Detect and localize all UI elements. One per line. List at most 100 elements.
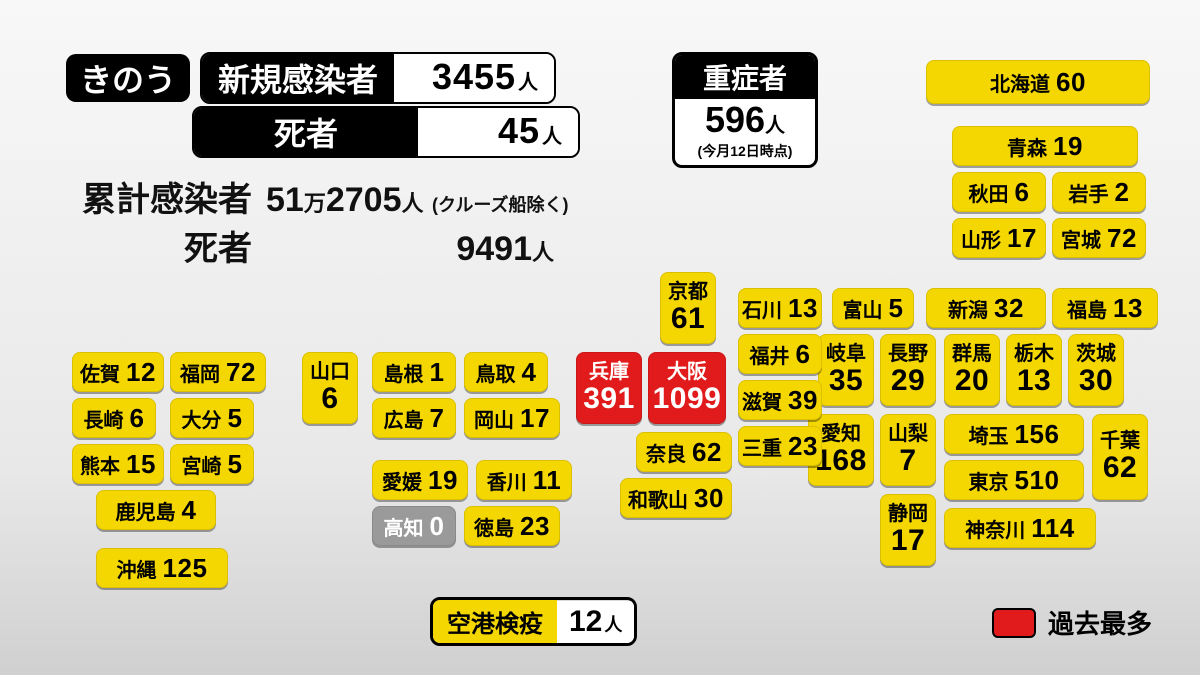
prefecture-value: 5 [228,449,243,480]
prefecture-tile: 富山5 [832,288,914,328]
prefecture-name: 三重 [742,432,782,461]
prefecture-name: 山口 [310,362,350,383]
cum-deaths-value: 9491 [456,230,532,269]
prefecture-value: 29 [891,365,925,397]
prefecture-tile: 鹿児島4 [96,490,216,530]
prefecture-value: 114 [1031,513,1074,544]
cum-cases-unit: 人 [401,191,423,216]
prefecture-tile: 兵庫391 [576,352,642,424]
legend-swatch [992,608,1036,638]
prefecture-name: 沖縄 [117,554,157,583]
prefecture-tile: 埼玉156 [944,414,1084,454]
prefecture-value: 6 [130,403,145,434]
prefecture-tile: 徳島23 [464,506,560,546]
cum-cases-label: 累計感染者 [66,172,252,221]
prefecture-name: 神奈川 [965,514,1025,543]
yesterday-pill: きのう [66,54,190,102]
prefecture-tile: 福岡72 [170,352,266,392]
prefecture-name: 福島 [1067,294,1107,323]
prefecture-value: 17 [520,403,550,434]
prefecture-tile: 大分5 [170,398,254,438]
prefecture-tile: 山口6 [302,352,358,424]
prefecture-tile: 鳥取4 [464,352,548,392]
prefecture-tile: 宮崎5 [170,444,254,484]
prefecture-value: 510 [1015,465,1060,496]
prefecture-value: 168 [815,445,867,477]
prefecture-name: 熊本 [80,450,120,479]
prefecture-value: 6 [321,383,338,415]
prefecture-name: 東京 [969,466,1009,495]
prefecture-name: 和歌山 [628,484,688,513]
prefecture-name: 山梨 [888,424,928,445]
prefecture-value: 1099 [653,383,722,415]
prefecture-name: 福岡 [180,358,220,387]
prefecture-value: 2 [1115,177,1130,208]
prefecture-name: 茨城 [1076,344,1116,365]
prefecture-tile: 新潟32 [926,288,1046,328]
prefecture-name: 福井 [750,340,790,369]
legend: 過去最多 [992,604,1152,641]
prefecture-value: 11 [533,465,562,496]
prefecture-name: 徳島 [474,512,514,541]
prefecture-value: 7 [899,445,916,477]
prefecture-value: 19 [428,465,458,496]
prefecture-name: 岡山 [474,404,514,433]
cum-deaths-unit: 人 [532,235,554,267]
prefecture-value: 12 [126,357,156,388]
new-cases-value: 3455 [432,56,516,98]
deaths-pill: 死者 45 人 [192,106,580,158]
prefecture-tile: 福井6 [738,334,822,374]
prefecture-tile: 秋田6 [952,172,1046,212]
prefecture-name: 愛知 [821,424,861,445]
prefecture-tile: 島根1 [372,352,456,392]
prefecture-tile: 北海道60 [926,60,1150,104]
prefecture-tile: 千葉62 [1092,414,1148,500]
severe-value: 596 [705,99,765,140]
prefecture-tile: 高知0 [372,506,456,546]
prefecture-tile: 香川11 [476,460,572,500]
prefecture-tile: 東京510 [944,460,1084,500]
cum-cases-rest: 2705 [326,181,402,219]
airport-unit: 人 [604,611,622,637]
prefecture-name: 埼玉 [969,420,1009,449]
prefecture-tile: 岩手2 [1052,172,1146,212]
prefecture-value: 15 [126,449,156,480]
prefecture-tile: 山形17 [952,218,1046,258]
prefecture-value: 35 [829,365,863,397]
prefecture-value: 13 [788,293,818,324]
prefecture-value: 23 [520,511,550,542]
legend-label: 過去最多 [1048,604,1152,641]
prefecture-value: 5 [228,403,243,434]
prefecture-name: 岐阜 [826,344,866,365]
prefecture-value: 5 [889,293,904,324]
prefecture-name: 大阪 [667,362,707,383]
prefecture-value: 60 [1056,67,1086,98]
prefecture-name: 大分 [182,404,222,433]
prefecture-value: 4 [182,495,197,526]
severe-label: 重症者 [675,55,815,99]
prefecture-value: 0 [430,511,445,542]
cum-cases-big: 51 [266,181,304,219]
prefecture-name: 高知 [384,512,424,541]
prefecture-name: 静岡 [888,504,928,525]
prefecture-name: 岩手 [1069,178,1109,207]
prefecture-value: 6 [1015,177,1030,208]
prefecture-value: 17 [1007,223,1037,254]
prefecture-tile: 京都61 [660,272,716,344]
prefecture-tile: 大阪1099 [648,352,726,424]
deaths-unit: 人 [542,120,562,149]
prefecture-value: 13 [1017,365,1051,397]
prefecture-name: 新潟 [948,294,988,323]
severe-note: (今月12日時点) [675,141,815,165]
airport-value: 12 [569,605,602,639]
prefecture-name: 兵庫 [589,362,629,383]
prefecture-name: 千葉 [1100,431,1140,452]
prefecture-tile: 愛媛19 [372,460,468,500]
prefecture-tile: 福島13 [1052,288,1158,328]
prefecture-value: 23 [788,431,818,462]
prefecture-value: 72 [226,357,256,388]
severe-box: 重症者 596人 (今月12日時点) [672,52,818,168]
prefecture-value: 62 [692,437,722,468]
prefecture-value: 20 [955,365,989,397]
airport-quarantine-pill: 空港検疫 12 人 [430,597,637,646]
